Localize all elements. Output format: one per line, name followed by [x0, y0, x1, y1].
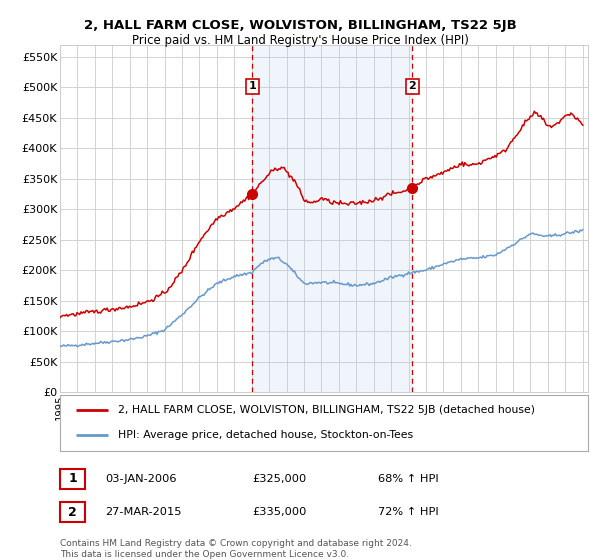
Text: 2, HALL FARM CLOSE, WOLVISTON, BILLINGHAM, TS22 5JB (detached house): 2, HALL FARM CLOSE, WOLVISTON, BILLINGHA… — [118, 405, 535, 416]
Text: Contains HM Land Registry data © Crown copyright and database right 2024.: Contains HM Land Registry data © Crown c… — [60, 539, 412, 548]
Text: Price paid vs. HM Land Registry's House Price Index (HPI): Price paid vs. HM Land Registry's House … — [131, 34, 469, 47]
Text: 03-JAN-2006: 03-JAN-2006 — [105, 474, 176, 484]
Text: 2: 2 — [68, 506, 77, 519]
Text: £325,000: £325,000 — [252, 474, 306, 484]
Text: 2: 2 — [408, 81, 416, 91]
Text: 1: 1 — [248, 81, 256, 91]
Text: £335,000: £335,000 — [252, 507, 307, 517]
Text: 72% ↑ HPI: 72% ↑ HPI — [378, 507, 439, 517]
Text: HPI: Average price, detached house, Stockton-on-Tees: HPI: Average price, detached house, Stoc… — [118, 430, 413, 440]
Text: This data is licensed under the Open Government Licence v3.0.: This data is licensed under the Open Gov… — [60, 550, 349, 559]
Text: 68% ↑ HPI: 68% ↑ HPI — [378, 474, 439, 484]
Text: 1: 1 — [68, 472, 77, 486]
Bar — [253, 45, 412, 392]
Text: 2, HALL FARM CLOSE, WOLVISTON, BILLINGHAM, TS22 5JB: 2, HALL FARM CLOSE, WOLVISTON, BILLINGHA… — [83, 18, 517, 32]
Text: 27-MAR-2015: 27-MAR-2015 — [105, 507, 182, 517]
